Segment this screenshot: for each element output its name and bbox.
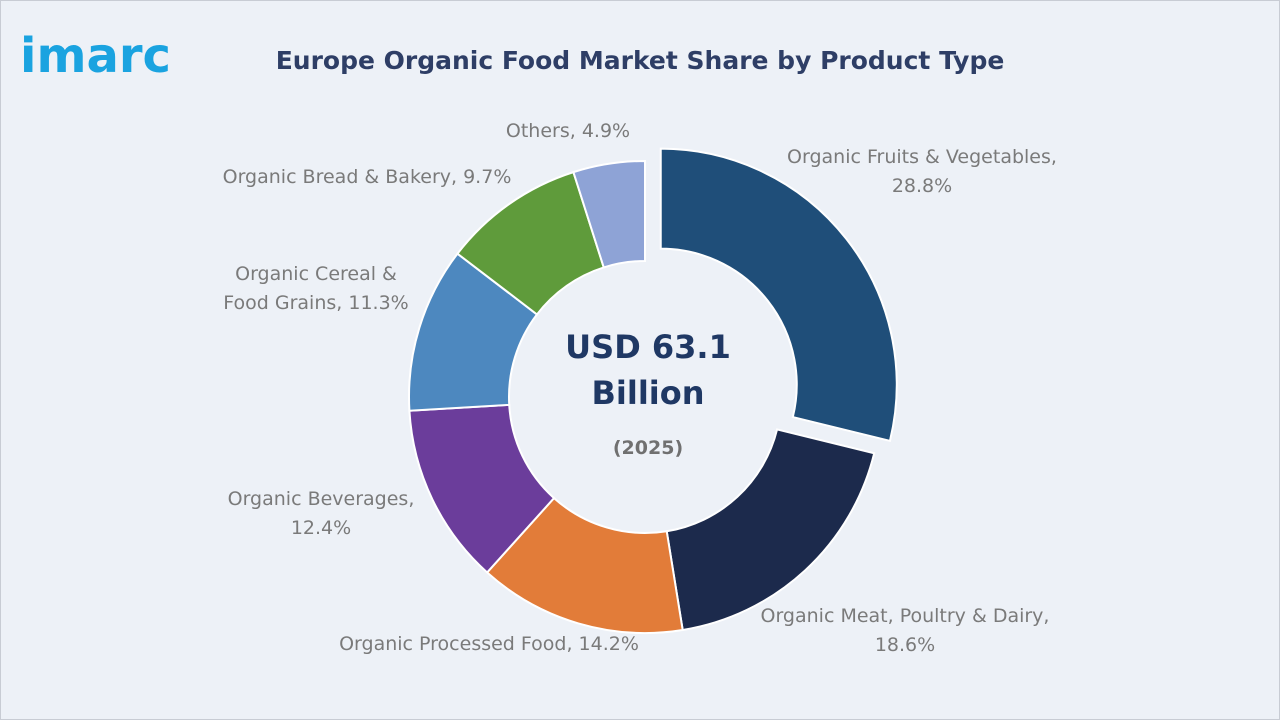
center-value: USD 63.1 [565, 328, 731, 366]
data-label: Organic Processed Food, 14.2% [339, 633, 639, 655]
donut [408, 147, 898, 634]
data-label: Organic Cereal & Food Grains, 11.3% [223, 263, 408, 314]
donut-slice [665, 428, 876, 632]
center-note: (2025) [613, 437, 683, 459]
chart-title: Europe Organic Food Market Share by Prod… [276, 46, 1005, 75]
data-label: Organic Fruits & Vegetables, 28.8% [787, 146, 1057, 197]
center-value: Billion [591, 374, 704, 412]
data-label: Organic Beverages, 12.4% [228, 488, 415, 539]
data-label: Organic Bread & Bakery, 9.7% [223, 166, 512, 188]
donut-slice [572, 159, 646, 269]
data-label: Others, 4.9% [506, 120, 630, 142]
donut-slice [659, 147, 898, 443]
data-label: Organic Meat, Poultry & Dairy, 18.6% [761, 605, 1050, 656]
logo: imarc [20, 28, 171, 84]
